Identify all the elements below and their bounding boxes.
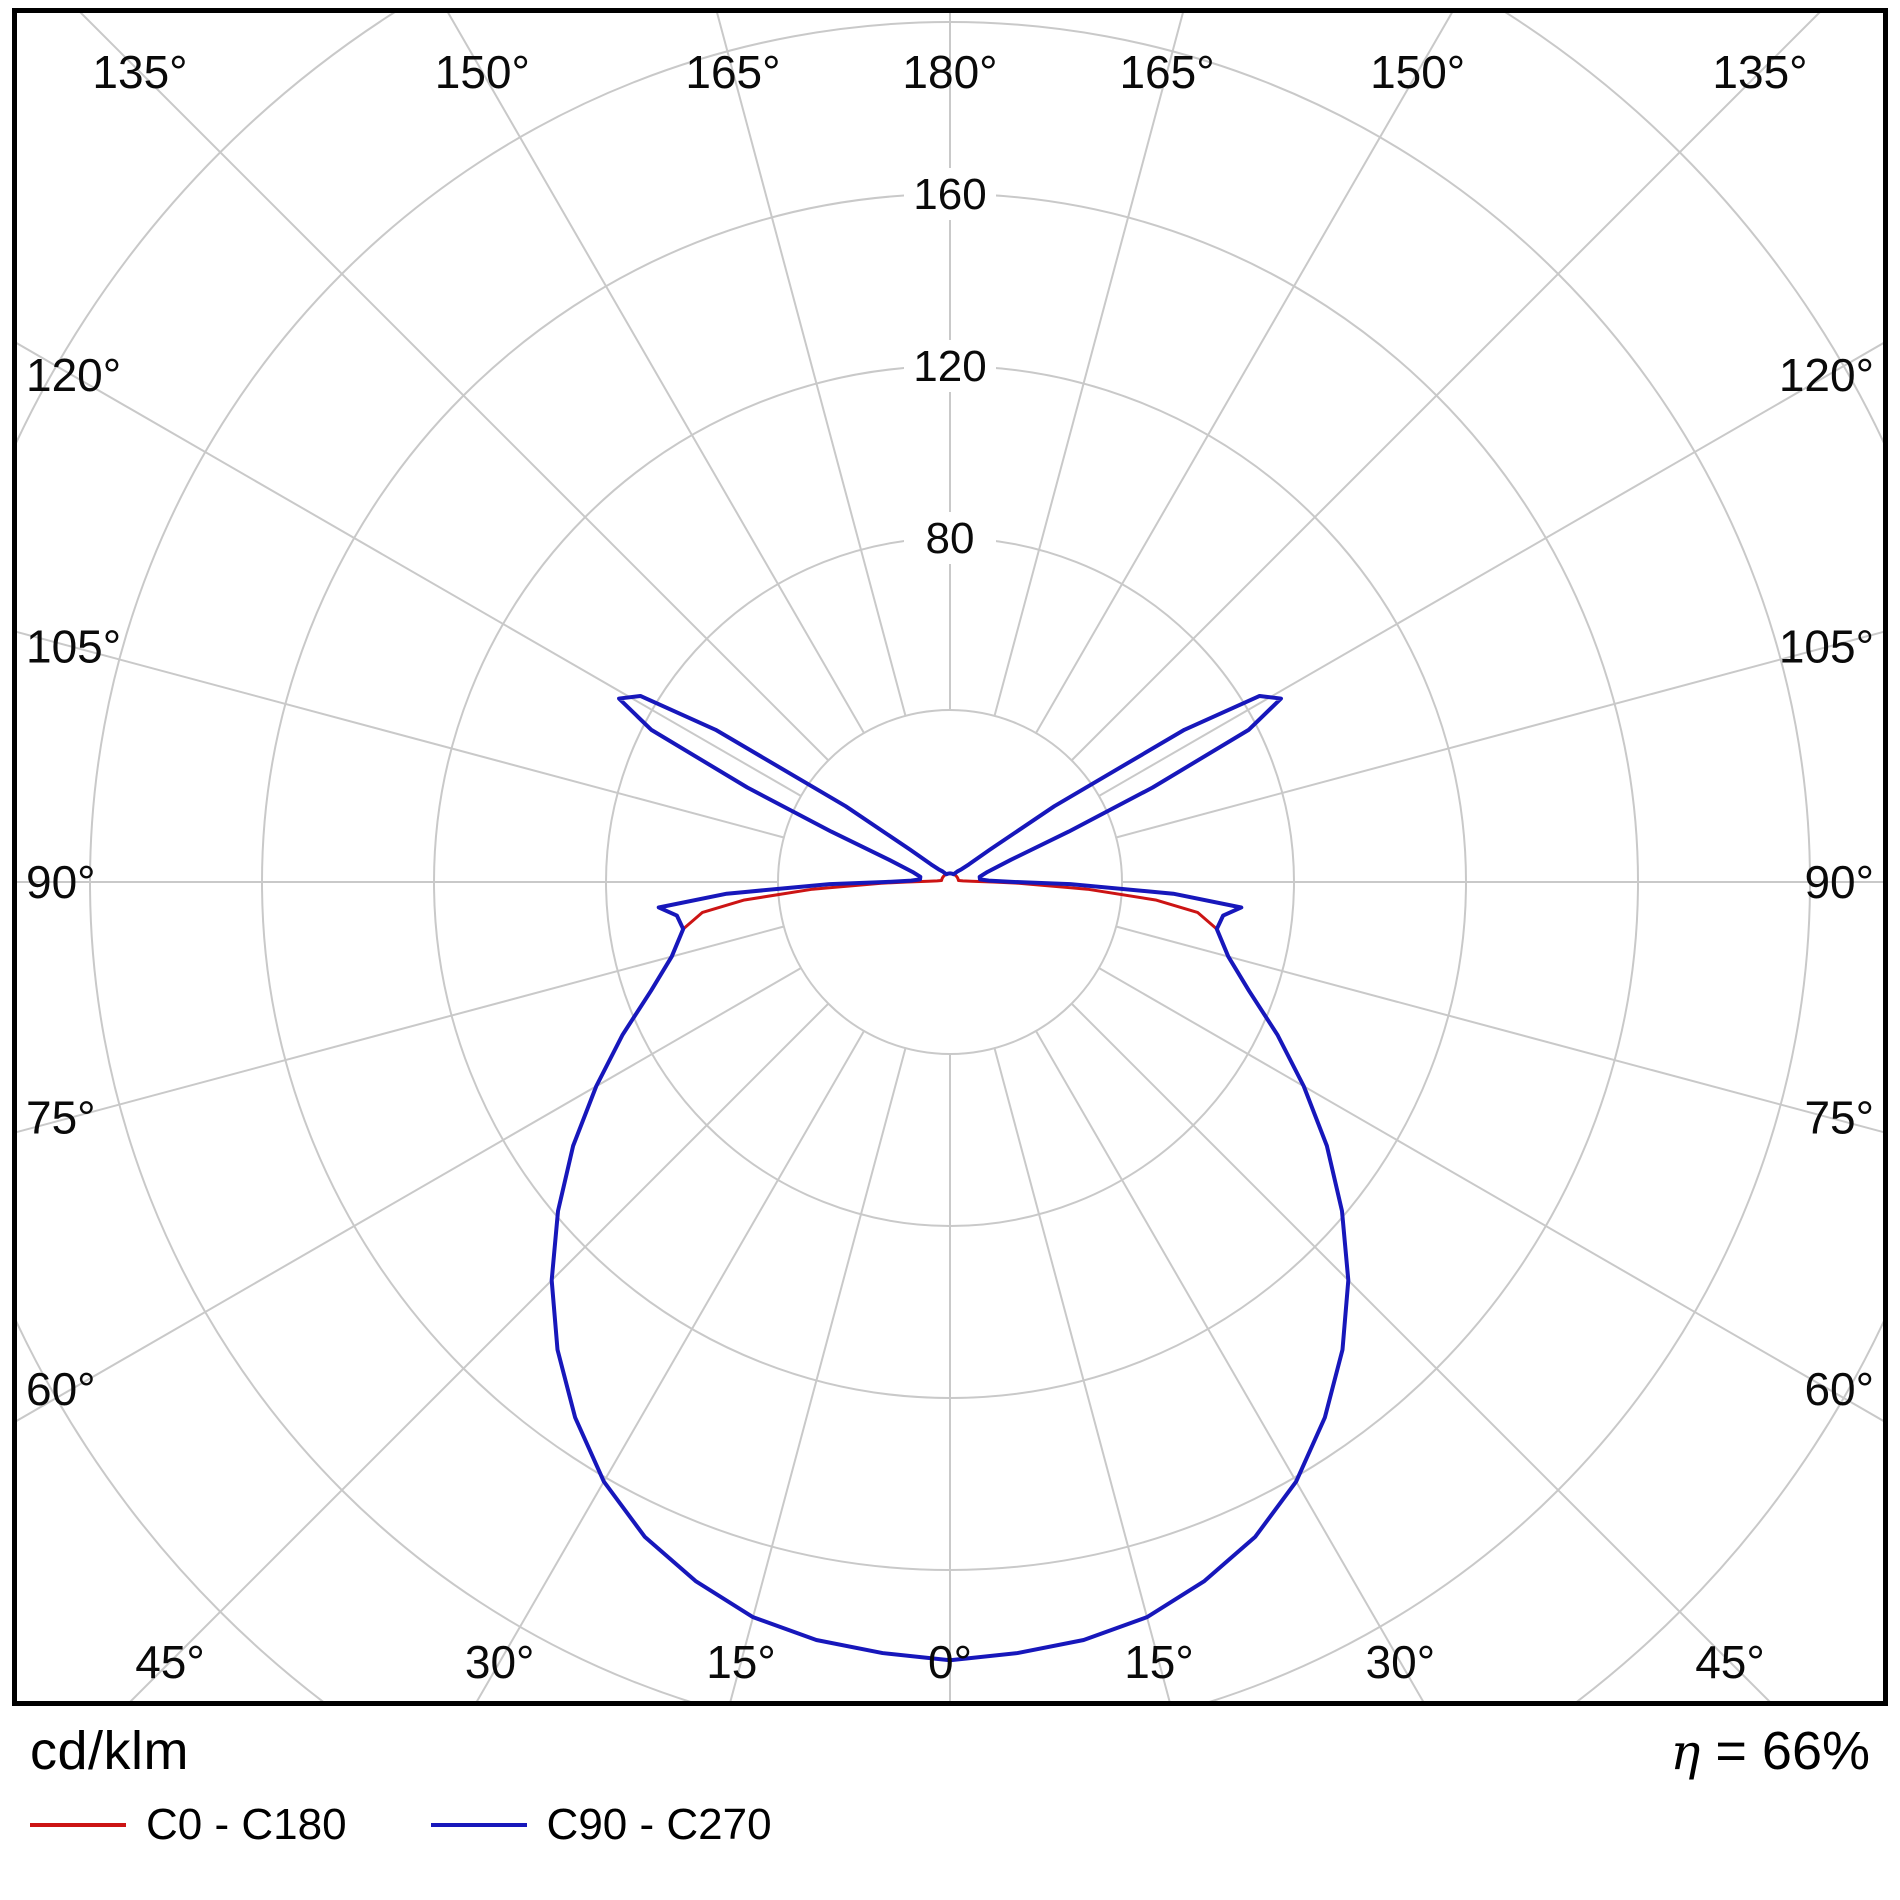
legend: C0 - C180 C90 - C270 [30, 1800, 1870, 1850]
grid-spoke [79, 13, 830, 762]
angle-label: 15° [706, 1636, 776, 1688]
grid-spoke [1098, 967, 1883, 1422]
angle-label: 150° [435, 46, 530, 98]
grid-spoke [1115, 925, 1883, 1134]
angle-label: 60° [26, 1363, 96, 1415]
grid-spoke [475, 1030, 865, 1701]
ring-label-halo [904, 512, 996, 564]
angle-label: 60° [1804, 1363, 1874, 1415]
grid-spoke [1035, 13, 1453, 734]
angle-label: 150° [1370, 46, 1465, 98]
grid-spoke [716, 13, 907, 717]
angle-label: 75° [1804, 1091, 1874, 1143]
grid-spoke [993, 1047, 1171, 1701]
angle-label: 105° [26, 621, 121, 673]
grid-spoke [1035, 1030, 1425, 1701]
grid-spoke [1070, 13, 1821, 762]
polar-grid [17, 13, 1883, 1701]
ring-label-halo [904, 168, 996, 220]
angle-label: 75° [26, 1091, 96, 1143]
ring-value-label: 80 [926, 514, 975, 563]
angle-label: 30° [465, 1636, 535, 1688]
angle-label: 105° [1779, 621, 1874, 673]
eta-symbol: η [1670, 1723, 1701, 1781]
grid-spoke [17, 342, 802, 797]
footer-top-row: cd/klm η = 66% [30, 1720, 1870, 1782]
angle-label: 30° [1366, 1636, 1436, 1688]
curve-c90-c270 [549, 693, 1351, 1663]
polar-diagram: 80 120 160 0° 15° 15° 30° 30° 45° 45° 60° 60° 75° 75°… [12, 8, 1888, 1706]
efficiency-value: = 66% [1715, 1721, 1870, 1781]
angle-label: 15° [1124, 1636, 1194, 1688]
ring-value-label: 120 [913, 342, 986, 391]
angle-label: 0° [928, 1636, 972, 1688]
angle-label: 135° [92, 46, 187, 98]
angle-label: 45° [135, 1636, 205, 1688]
grid-spoke [993, 13, 1184, 717]
legend-line-c0-icon [30, 1823, 126, 1828]
legend-item-c0-c180: C0 - C180 [30, 1800, 347, 1850]
angle-label: 180° [902, 46, 997, 98]
efficiency-label: η = 66% [1670, 1720, 1870, 1782]
angle-label: 165° [685, 46, 780, 98]
grid-spoke [1070, 1002, 1771, 1701]
angle-label: 120° [26, 349, 121, 401]
ring-value-label: 160 [913, 170, 986, 219]
angle-label: 165° [1119, 46, 1214, 98]
legend-item-c90-c270: C90 - C270 [430, 1800, 772, 1850]
angle-label: 120° [1779, 349, 1874, 401]
grid-spoke [17, 967, 802, 1422]
angle-label: 90° [26, 856, 96, 908]
ring-label-halo [904, 340, 996, 392]
grid-spoke [447, 13, 865, 734]
grid-spoke [1098, 342, 1883, 797]
legend-line-c90-icon [430, 1823, 527, 1828]
angle-label: 45° [1695, 1636, 1765, 1688]
chart-footer: cd/klm η = 66% C0 - C180 C90 - C270 [0, 1716, 1900, 1900]
legend-label-c0: C0 - C180 [146, 1800, 347, 1850]
grid-spoke [729, 1047, 907, 1701]
grid-spoke [1115, 630, 1883, 839]
grid-spoke [17, 630, 785, 839]
legend-label-c90: C90 - C270 [546, 1800, 772, 1850]
angle-label: 135° [1712, 46, 1807, 98]
grid-spoke [129, 1002, 830, 1701]
units-label: cd/klm [30, 1721, 190, 1781]
angle-label: 90° [1804, 856, 1874, 908]
grid-spoke [17, 925, 785, 1134]
